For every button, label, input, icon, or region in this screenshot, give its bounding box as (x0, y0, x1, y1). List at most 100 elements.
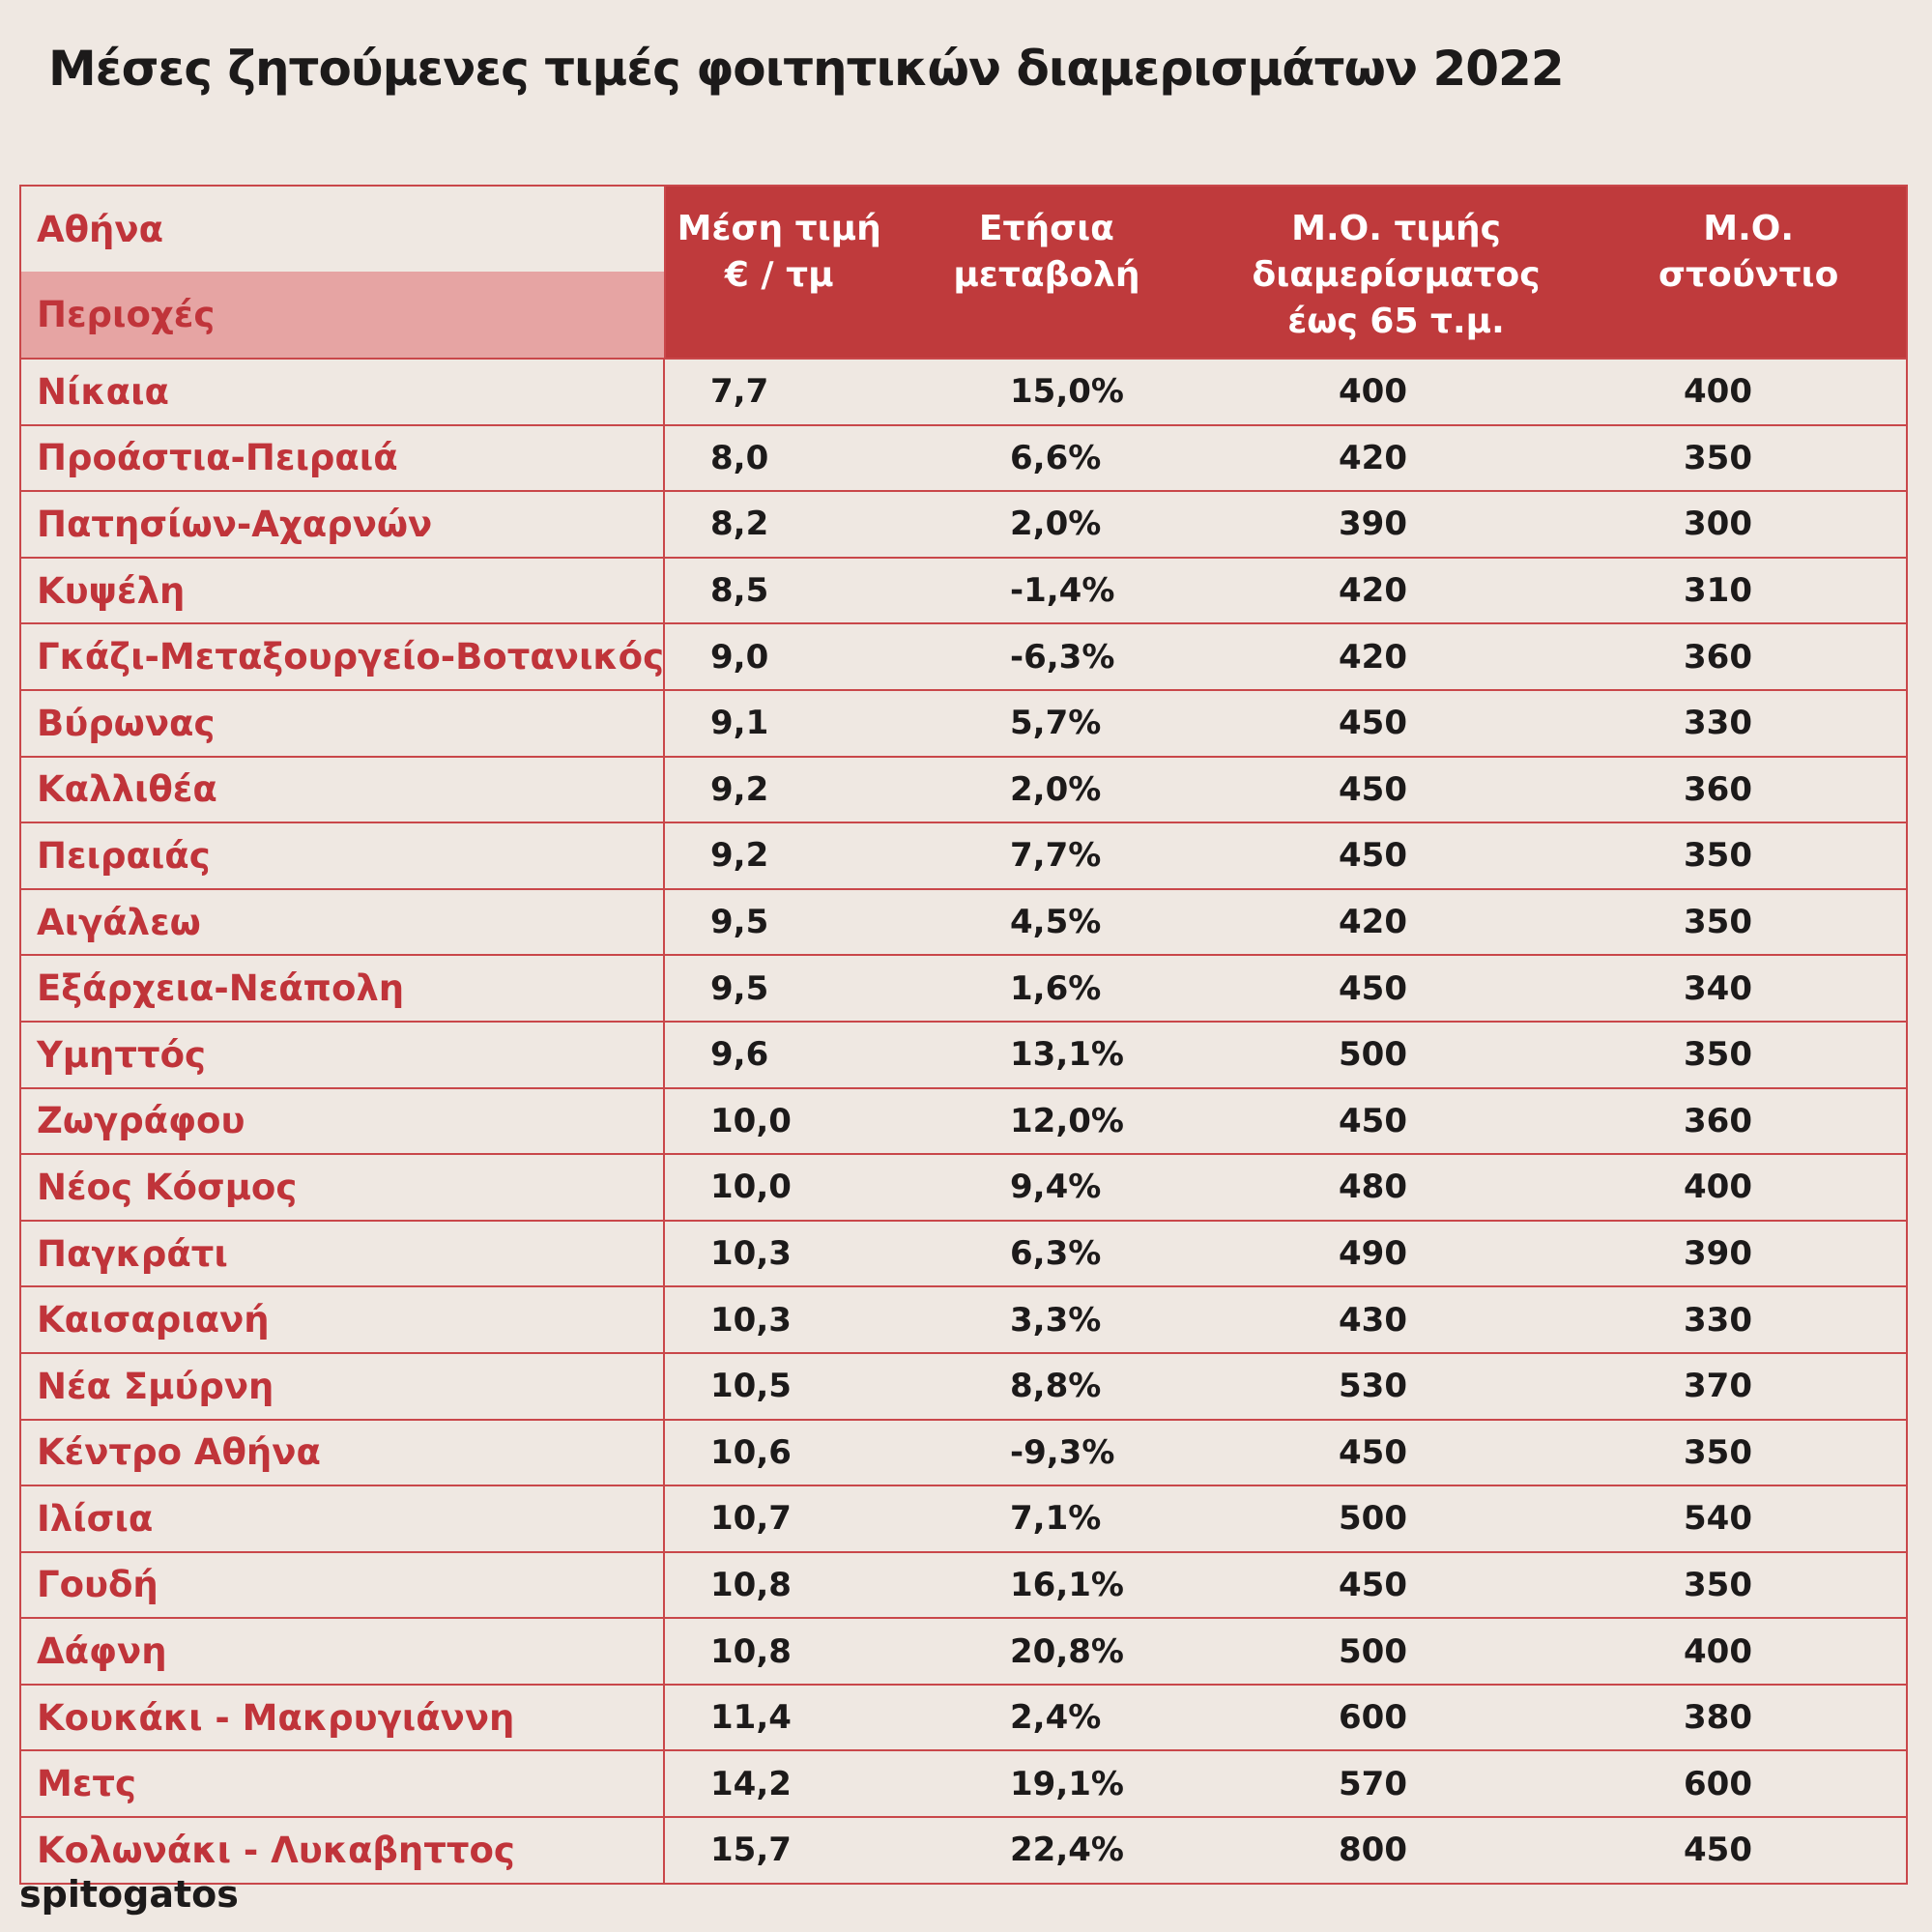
table-cell: 570 (1339, 1764, 1407, 1803)
table-cell: 6,3% (1010, 1234, 1102, 1274)
table-cell: 600 (1684, 1764, 1752, 1803)
table-row: Ζωγράφου 10,0 12,0% 450 360 (21, 1086, 1906, 1154)
table-cell: 9,0 (710, 637, 769, 677)
table-row: Εξάρχεια-Νεάπολη 9,5 1,6% 450 340 (21, 954, 1906, 1021)
table-cell: 360 (1684, 1101, 1752, 1140)
subheader-label: Περιοχές (21, 272, 665, 358)
table-cell: 450 (1339, 1101, 1407, 1140)
table-cell: 9,5 (710, 968, 769, 1008)
table-cell: 350 (1684, 1565, 1752, 1604)
table-cell: 350 (1684, 836, 1752, 876)
table-cell: 350 (1684, 903, 1752, 942)
region-name: Πειραιάς (21, 823, 665, 888)
table-cell: 10,3 (710, 1300, 792, 1340)
table-cell: 8,5 (710, 571, 769, 611)
region-name: Κολωνάκι - Λυκαβηττος (21, 1818, 665, 1883)
table-row: Γουδή 10,8 16,1% 450 350 (21, 1550, 1906, 1618)
table-cell: 400 (1684, 1168, 1752, 1207)
table-cell: 16,1% (1010, 1565, 1124, 1604)
table-cell: 500 (1339, 1631, 1407, 1671)
table-cell: 430 (1339, 1300, 1407, 1340)
table-cell: 20,8% (1010, 1631, 1124, 1671)
table-cell: 15,0% (1010, 372, 1124, 412)
table-row: Υμηττός 9,6 13,1% 500 350 (21, 1020, 1906, 1087)
table-cell: -9,3% (1010, 1432, 1115, 1472)
region-name: Βύρωνας (21, 690, 665, 756)
table-cell: 450 (1339, 836, 1407, 876)
table-cell: 480 (1339, 1168, 1407, 1207)
title: Μέσες ζητούμενες τιμές φοιτητικών διαμερ… (48, 41, 1565, 97)
column-header: Μ.Ο. στούντιο (1591, 187, 1906, 358)
table-cell: -6,3% (1010, 637, 1115, 677)
table-cell: 450 (1339, 704, 1407, 743)
table-cell: 10,5 (710, 1367, 792, 1406)
region-name: Νίκαια (21, 360, 665, 424)
table-row: Βύρωνας 9,1 5,7% 450 330 (21, 688, 1906, 756)
table-row: Ιλίσια 10,7 7,1% 500 540 (21, 1485, 1906, 1551)
table-cell: 330 (1684, 704, 1752, 743)
table-row: Μετς 14,2 19,1% 570 600 (21, 1749, 1906, 1817)
region-name: Γκάζι-Μεταξουργείο-Βοτανικός (21, 624, 665, 689)
table-cell: 19,1% (1010, 1764, 1124, 1803)
table-cell: 500 (1339, 1499, 1407, 1539)
table-row: Νέα Σμύρνη 10,5 8,8% 530 370 (21, 1351, 1906, 1419)
header-left: Αθήνα Περιοχές (21, 187, 667, 358)
table-cell: 15,7 (710, 1831, 792, 1870)
table-cell: 380 (1684, 1698, 1752, 1738)
region-name: Νέος Κόσμος (21, 1155, 665, 1220)
table-cell: 22,4% (1010, 1831, 1124, 1870)
table-cell: 13,1% (1010, 1035, 1124, 1075)
table-cell: 2,0% (1010, 769, 1102, 809)
table-cell: 400 (1339, 372, 1407, 412)
table-cell: 600 (1339, 1698, 1407, 1738)
table-cell: 420 (1339, 571, 1407, 611)
table-cell: 12,0% (1010, 1101, 1124, 1140)
table-cell: 350 (1684, 1035, 1752, 1075)
table-cell: 2,0% (1010, 505, 1102, 544)
table-cell: 370 (1684, 1367, 1752, 1406)
table-cell: 390 (1339, 505, 1407, 544)
table-cell: 360 (1684, 637, 1752, 677)
column-header: Ετήσια μεταβολή (892, 187, 1201, 358)
region-name: Κυψέλη (21, 558, 665, 623)
header-row: Αθήνα Περιοχές Μέση τιμή € / τμ Ετήσια με… (21, 187, 1906, 358)
table-cell: 500 (1339, 1035, 1407, 1075)
table-cell: 360 (1684, 769, 1752, 809)
table: Αθήνα Περιοχές Μέση τιμή € / τμ Ετήσια με… (19, 185, 1908, 1885)
table-cell: 4,5% (1010, 903, 1102, 942)
table-cell: 3,3% (1010, 1300, 1102, 1340)
table-cell: 420 (1339, 903, 1407, 942)
table-cell: 450 (1339, 769, 1407, 809)
table-row: Προάστια-Πειραιά 8,0 6,6% 420 350 (21, 423, 1906, 491)
region-name: Υμηττός (21, 1022, 665, 1087)
table-cell: 390 (1684, 1234, 1752, 1274)
region-name: Δάφνη (21, 1619, 665, 1684)
table-cell: 10,0 (710, 1101, 792, 1140)
region-name: Προάστια-Πειραιά (21, 425, 665, 491)
region-name: Αιγάλεω (21, 889, 665, 955)
table-cell: 490 (1339, 1234, 1407, 1274)
table-cell: 10,8 (710, 1565, 792, 1604)
table-cell: 6,6% (1010, 438, 1102, 477)
table-cell: 10,3 (710, 1234, 792, 1274)
region-name: Κέντρο Αθήνα (21, 1420, 665, 1485)
table-cell: 450 (1339, 968, 1407, 1008)
table-cell: 1,6% (1010, 968, 1102, 1008)
table-cell: 9,2 (710, 769, 769, 809)
table-cell: 330 (1684, 1300, 1752, 1340)
region-name: Καλλιθέα (21, 757, 665, 822)
table-cell: 350 (1684, 438, 1752, 477)
table-cell: 420 (1339, 438, 1407, 477)
table-cell: 350 (1684, 1432, 1752, 1472)
region-name: Ζωγράφου (21, 1088, 665, 1154)
table-cell: 450 (1684, 1831, 1752, 1870)
corner-label: Αθήνα (37, 208, 164, 250)
table-cell: 9,6 (710, 1035, 769, 1075)
table-row: Κουκάκι - Μακρυγιάννη 11,4 2,4% 600 380 (21, 1683, 1906, 1750)
table-cell: 800 (1339, 1831, 1407, 1870)
table-cell: 10,7 (710, 1499, 792, 1539)
table-cell: 5,7% (1010, 704, 1102, 743)
table-row: Παγκράτι 10,3 6,3% 490 390 (21, 1219, 1906, 1286)
table-cell: 9,5 (710, 903, 769, 942)
